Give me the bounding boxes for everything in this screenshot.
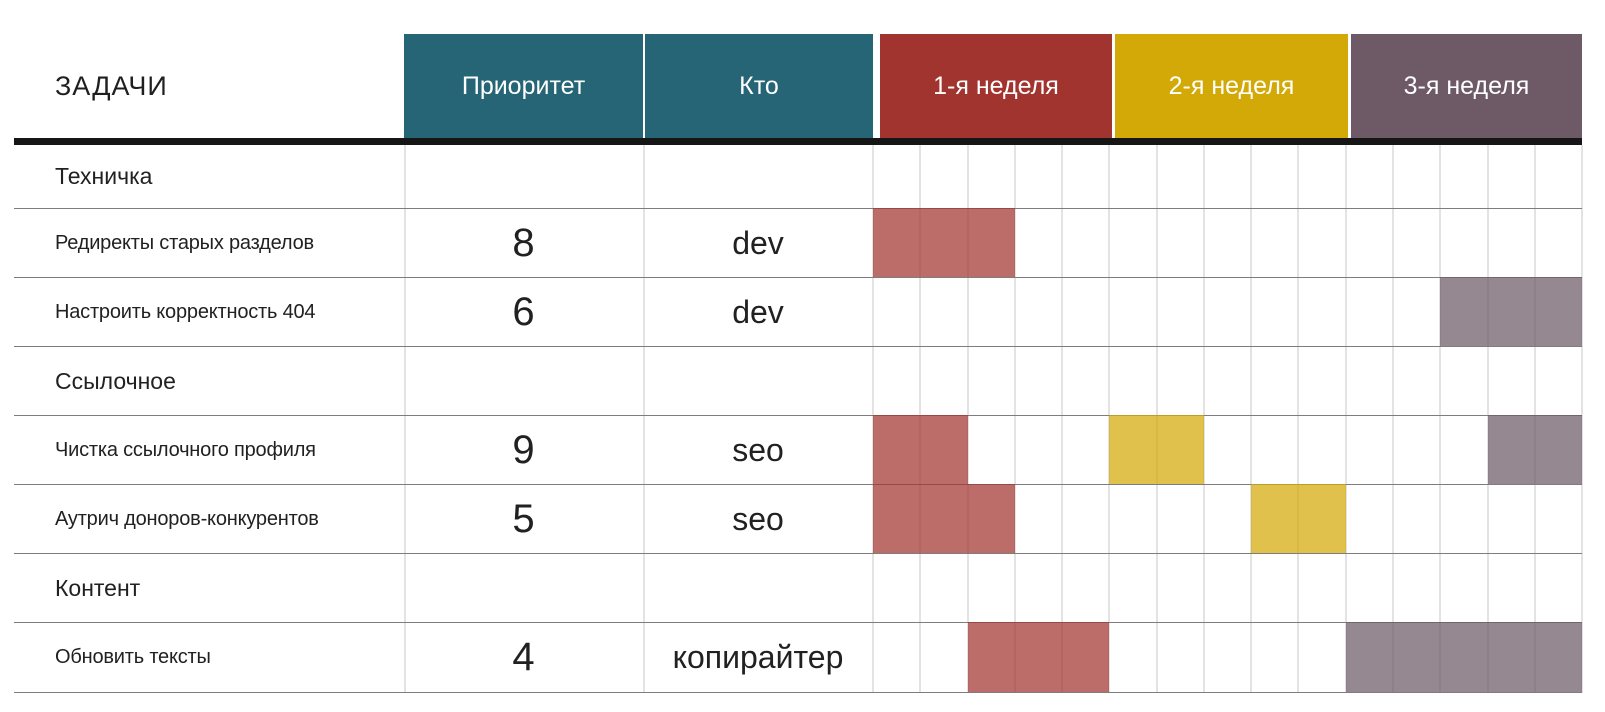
task-label: Обновить тексты (55, 646, 211, 668)
gantt-body: Техничка Редиректы старых разделов 8 dev Нас… (14, 145, 1584, 693)
gantt-row-task: Редиректы старых разделов 8 dev (14, 208, 1582, 278)
priority-value: 9 (512, 427, 535, 472)
priority-value: 5 (512, 496, 535, 541)
section-label: Ссылочное (55, 367, 176, 394)
priority-value: 8 (512, 220, 535, 265)
gridline (966, 145, 969, 693)
gridline (1439, 145, 1442, 693)
assignee-value: dev (732, 224, 784, 261)
header-underline (14, 138, 1582, 145)
gridline (1013, 145, 1016, 693)
gantt-row-section: Контент (14, 554, 1582, 623)
section-label: Контент (55, 574, 141, 601)
gantt-bar-week2 (1109, 415, 1204, 484)
gantt-bar-week3 (1487, 415, 1583, 484)
page-title: ЗАДАЧИ (55, 70, 168, 101)
gridline (1202, 145, 1205, 693)
gantt-row-section: Техничка (14, 145, 1582, 209)
gridline (1250, 145, 1253, 693)
task-label: Чистка ссылочного профиля (55, 438, 316, 461)
assignee-value: seo (732, 500, 784, 537)
gantt-rows: Техничка Редиректы старых разделов 8 dev Нас… (14, 145, 1583, 693)
gantt-bar-week1 (873, 415, 968, 484)
gridline (1061, 145, 1064, 693)
task-label: Настроить корректность 404 (55, 300, 316, 323)
priority-value: 4 (512, 635, 535, 679)
task-label: Редиректы старых разделов (55, 231, 314, 254)
gridline (1297, 145, 1300, 693)
column-header-who: Кто (645, 34, 873, 138)
gantt-table: ЗАДАЧИ Приоритет Кто 1-я неделя 2-я неде… (14, 0, 1584, 693)
column-header-week3: 3-я неделя (1351, 34, 1582, 138)
gantt-row-task: Аутрич доноров-конкурентов 5 seo (14, 484, 1582, 554)
assignee-value: seo (732, 431, 784, 468)
gantt-header: ЗАДАЧИ Приоритет Кто 1-я неделя 2-я неде… (14, 34, 1582, 138)
gantt-bar-week3 (1345, 622, 1583, 692)
gantt-row-task: Обновить тексты 4 копирайтер (14, 622, 1583, 693)
column-header-week2: 2-я неделя (1115, 34, 1348, 138)
task-label: Аутрич доноров-конкурентов (55, 507, 319, 530)
gantt-row-task: Чистка ссылочного профиля 9 seo (14, 415, 1583, 485)
assignee-value: копирайтер (672, 639, 844, 675)
gridline (1581, 145, 1584, 693)
gantt-row-section: Ссылочное (14, 347, 1582, 416)
column-header-priority: Приоритет (404, 34, 643, 138)
priority-value: 6 (512, 289, 535, 334)
gridline (1391, 145, 1394, 693)
gridline (643, 145, 645, 693)
gantt-bar-week2 (1251, 484, 1346, 553)
assignee-value: dev (732, 293, 784, 330)
gantt-bar-week1 (967, 622, 1110, 692)
gridline (404, 145, 406, 693)
section-label: Техничка (55, 163, 153, 189)
gridline (1344, 145, 1347, 693)
gantt-bar-week3 (1440, 277, 1583, 346)
gantt-row-task: Настроить корректность 404 6 dev (14, 277, 1583, 347)
gantt-bar-week1 (873, 484, 1015, 553)
column-header-week1: 1-я неделя (880, 34, 1112, 138)
gantt-bar-week1 (873, 208, 1015, 277)
